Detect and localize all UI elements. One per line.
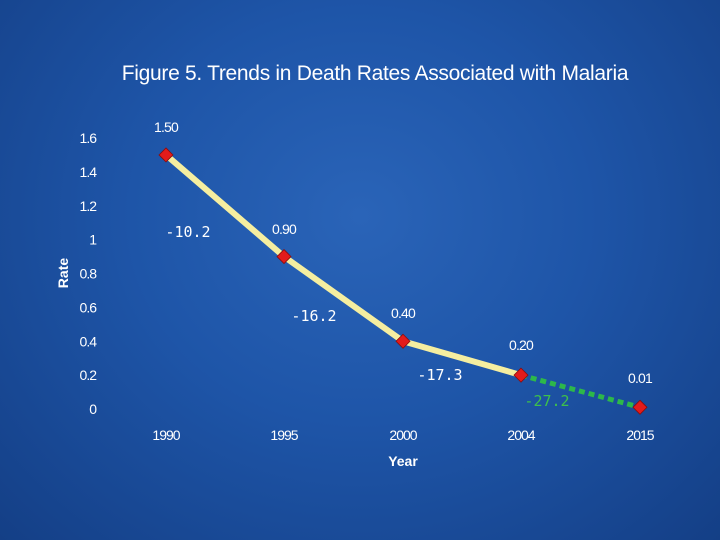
data-point-marker: [276, 248, 292, 265]
x-tick-label: 1990: [152, 427, 180, 443]
data-label: 0.90: [272, 221, 297, 237]
y-tick-label: 1: [89, 232, 97, 248]
y-tick-label: 0.6: [80, 299, 98, 315]
x-tick-label: 1995: [270, 427, 298, 443]
data-label: 0.40: [391, 305, 416, 321]
series-segment: [520, 372, 641, 410]
series-segment: [400, 338, 524, 379]
y-tick-label: 1.4: [80, 164, 98, 180]
segment-annotation: -16.2: [291, 307, 336, 325]
data-label: 1.50: [154, 119, 179, 135]
x-tick-label: 2000: [389, 427, 417, 443]
x-tick-label: 2004: [507, 427, 535, 443]
series-segment: [281, 253, 406, 345]
data-point-marker: [632, 399, 648, 415]
x-tick-label: 2015: [626, 427, 654, 443]
y-tick-label: 0.2: [80, 367, 98, 383]
series-segment: [163, 151, 287, 260]
segment-annotation: -10.2: [165, 223, 210, 241]
data-point-marker: [513, 367, 529, 383]
data-point-marker: [158, 147, 174, 163]
y-tick-label: 0: [89, 401, 97, 417]
y-axis-label: Rate: [55, 258, 71, 289]
data-point-marker: [395, 333, 411, 349]
chart-title: Figure 5. Trends in Death Rates Associat…: [121, 62, 629, 85]
data-label: 0.20: [509, 337, 534, 353]
y-tick-label: 0.8: [80, 266, 98, 282]
data-label: 0.01: [628, 370, 653, 386]
segment-annotation: -27.2: [524, 392, 569, 410]
segment-annotation: -17.3: [417, 366, 462, 384]
y-tick-label: 0.4: [80, 333, 98, 349]
x-axis-label: Year: [388, 453, 418, 469]
y-tick-label: 1.2: [80, 198, 98, 214]
y-tick-label: 1.6: [80, 130, 98, 146]
